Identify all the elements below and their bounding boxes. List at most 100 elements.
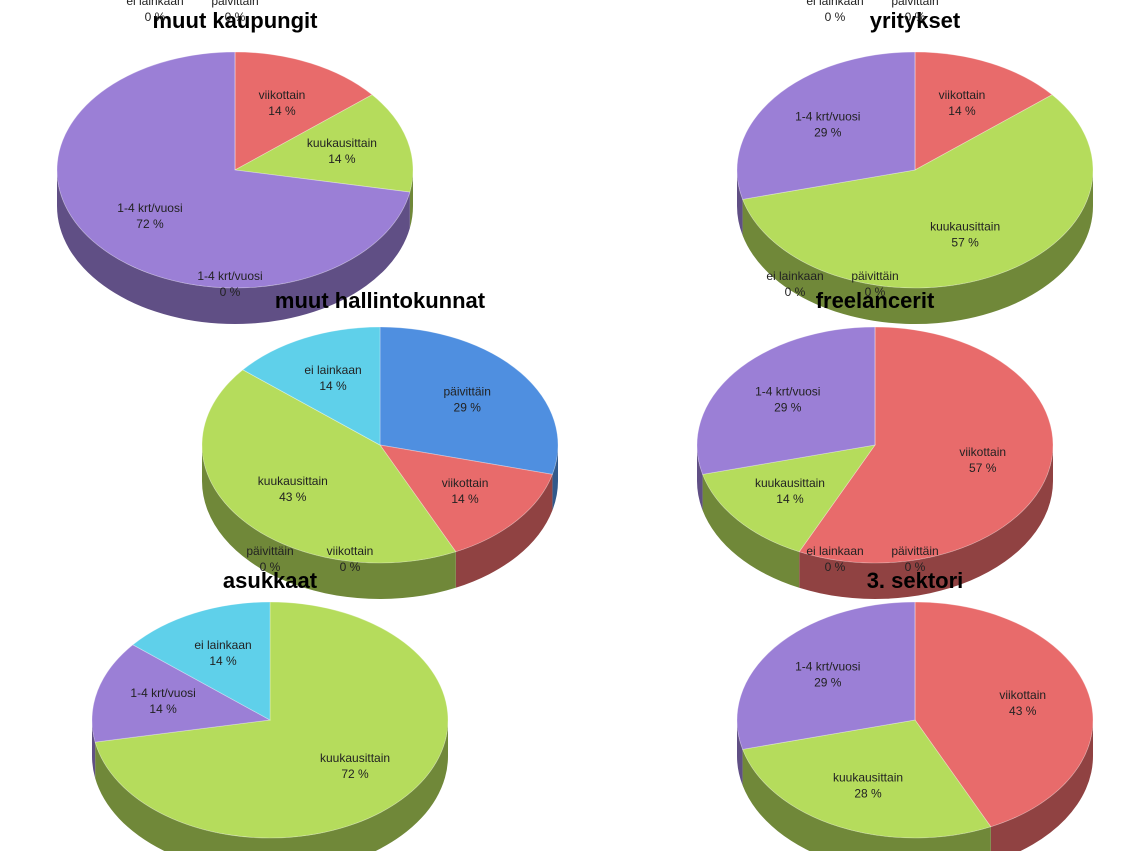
- category-label: päivittäin: [444, 384, 491, 398]
- value-label: 29 %: [454, 400, 482, 414]
- value-label: 14 %: [319, 379, 347, 393]
- value-label: 29 %: [814, 125, 842, 139]
- slice: [379, 444, 553, 553]
- slice: [736, 51, 916, 200]
- value-label: 14 %: [149, 702, 177, 716]
- value-label: 43 %: [279, 490, 307, 504]
- slice: [914, 51, 1053, 171]
- slice-side: [552, 445, 558, 511]
- value-label: 14 %: [268, 104, 296, 118]
- category-label: ei lainkaan: [806, 0, 863, 8]
- slice-side: [742, 749, 991, 851]
- chart-title: muut kaupungit: [153, 8, 319, 33]
- category-label: 1-4 krt/vuosi: [117, 201, 182, 215]
- category-label: kuukausittain: [307, 136, 377, 150]
- category-label: päivittäin: [851, 269, 898, 283]
- value-label: 14 %: [209, 654, 237, 668]
- chart-title: asukkaat: [223, 568, 318, 593]
- slice: [696, 326, 876, 475]
- value-label: 0 %: [260, 560, 281, 574]
- value-label: 14 %: [328, 152, 356, 166]
- value-label: 43 %: [1009, 704, 1037, 718]
- category-label: päivittäin: [246, 544, 293, 558]
- category-label: päivittäin: [891, 0, 938, 8]
- value-label: 0 %: [340, 560, 361, 574]
- slice: [742, 94, 1094, 289]
- pie-chart: muut hallintokunnat päivittäin 29 % viikott…: [197, 269, 559, 599]
- slice: [914, 601, 1094, 828]
- slice: [702, 444, 876, 553]
- pie-chart: 3. sektori päivittäin 0 % viikottain 43 % kuu…: [736, 544, 1094, 851]
- value-label: 29 %: [774, 400, 802, 414]
- category-label: 1-4 krt/vuosi: [755, 384, 820, 398]
- chart-title: 3. sektori: [867, 568, 964, 593]
- slice-side: [799, 445, 1053, 599]
- value-label: 14 %: [776, 492, 804, 506]
- slice: [56, 51, 411, 289]
- value-label: 0 %: [220, 285, 241, 299]
- chart-title: yritykset: [870, 8, 961, 33]
- category-label: 1-4 krt/vuosi: [130, 686, 195, 700]
- category-label: ei lainkaan: [194, 638, 251, 652]
- slice: [242, 326, 381, 446]
- slice-side: [737, 170, 743, 236]
- value-label: 14 %: [451, 492, 479, 506]
- slice: [798, 326, 1054, 564]
- slice-side: [990, 720, 1093, 851]
- slice-side: [742, 170, 1093, 324]
- category-label: viikottain: [327, 544, 374, 558]
- value-label: 72 %: [341, 767, 369, 781]
- slice-side: [455, 474, 553, 588]
- slice: [233, 94, 414, 193]
- slice: [234, 51, 373, 171]
- slice: [201, 369, 457, 564]
- value-label: 14 %: [948, 104, 976, 118]
- chart-title: muut hallintokunnat: [275, 288, 486, 313]
- category-label: viikottain: [999, 688, 1046, 702]
- value-label: 29 %: [814, 675, 842, 689]
- slice: [379, 326, 559, 475]
- category-label: ei lainkaan: [766, 269, 823, 283]
- category-label: ei lainkaan: [126, 0, 183, 8]
- pie-chart: asukkaat päivittäin 0 % viikottain 0 % kuukau…: [91, 544, 449, 851]
- category-label: kuukausittain: [320, 751, 390, 765]
- slice: [91, 644, 272, 743]
- slice-side: [409, 170, 413, 229]
- slice: [736, 601, 916, 750]
- category-label: viikottain: [442, 476, 489, 490]
- value-label: 0 %: [825, 560, 846, 574]
- value-label: 0 %: [825, 10, 846, 24]
- category-label: kuukausittain: [930, 219, 1000, 233]
- category-label: ei lainkaan: [304, 363, 361, 377]
- category-label: 1-4 krt/vuosi: [197, 269, 262, 283]
- category-label: kuukausittain: [755, 476, 825, 490]
- slice: [742, 719, 992, 839]
- slice: [94, 601, 449, 839]
- slice-side: [702, 474, 800, 588]
- value-label: 57 %: [969, 461, 997, 475]
- value-label: 0 %: [225, 10, 246, 24]
- slice-side: [92, 720, 96, 779]
- slice-side: [202, 445, 456, 599]
- category-label: päivittäin: [211, 0, 258, 8]
- value-label: 0 %: [785, 285, 806, 299]
- value-label: 0 %: [905, 560, 926, 574]
- value-label: 57 %: [951, 235, 979, 249]
- pie-chart: freelancerit päivittäin 0 % viikottain 57 % k…: [696, 269, 1054, 599]
- value-label: 0 %: [145, 10, 166, 24]
- value-label: 72 %: [136, 217, 164, 231]
- category-label: viikottain: [259, 88, 306, 102]
- value-label: 0 %: [905, 10, 926, 24]
- value-label: 0 %: [865, 285, 886, 299]
- category-label: päivittäin: [891, 544, 938, 558]
- slice: [132, 601, 271, 721]
- category-label: kuukausittain: [258, 474, 328, 488]
- value-label: 28 %: [854, 786, 882, 800]
- slice-side: [737, 720, 743, 786]
- category-label: 1-4 krt/vuosi: [795, 109, 860, 123]
- category-label: viikottain: [959, 445, 1006, 459]
- slice-side: [57, 170, 410, 324]
